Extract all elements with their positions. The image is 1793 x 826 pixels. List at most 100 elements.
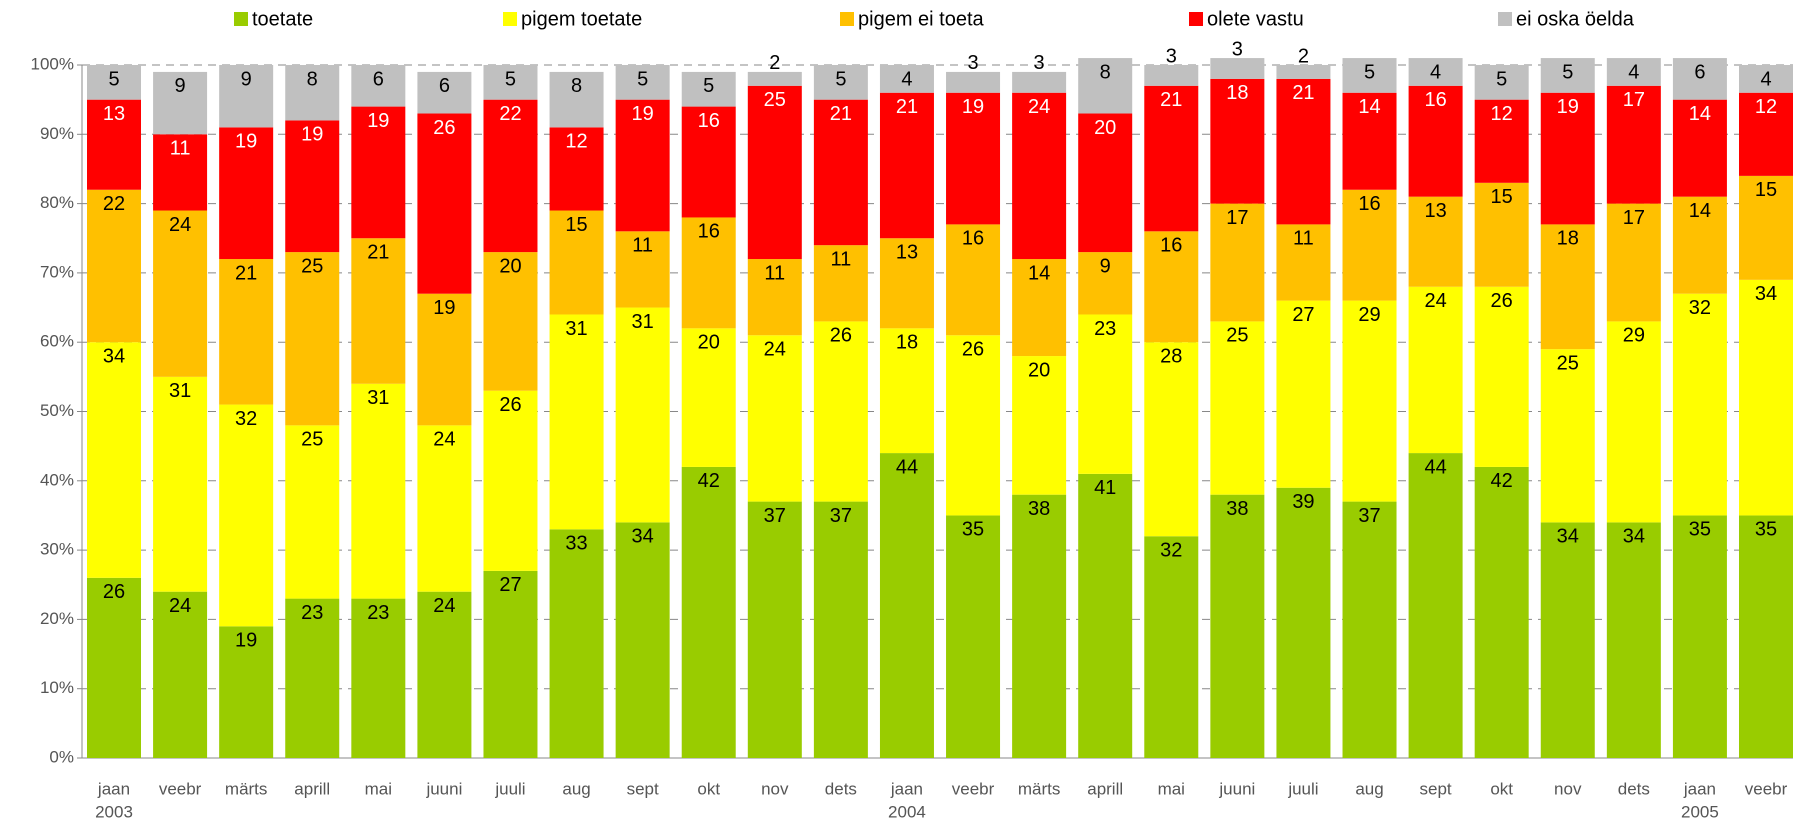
data-label: 4 [1628,61,1639,83]
y-tick-label: 40% [40,470,74,489]
data-label: 20 [1028,359,1050,381]
bar-segment [1540,522,1595,758]
bar-segment [879,92,934,239]
data-label: 12 [565,131,587,153]
bar-segment [1474,99,1529,183]
data-label: 9 [175,75,186,97]
bar-segment [1144,342,1199,537]
data-label: 42 [1491,470,1513,492]
bar-segment [1342,501,1397,758]
data-label: 39 [1292,491,1314,513]
data-label: 26 [499,394,521,416]
x-tick-label: aprill [294,779,330,798]
data-label: 25 [301,255,323,277]
bar-segment [1210,78,1265,204]
data-label: 8 [1100,61,1111,83]
bar-segment [351,598,406,758]
bar-segment [1408,58,1463,86]
bar-segment [1078,473,1133,758]
data-label: 13 [896,242,918,264]
bar-segment [1144,85,1199,232]
bar-segment [285,425,340,599]
data-label: 26 [433,117,455,139]
legend-label: pigem ei toeta [858,8,985,30]
data-label: 16 [1160,235,1182,257]
bar-segment [1144,231,1199,343]
data-label: 16 [962,228,984,250]
data-label: 23 [1094,318,1116,340]
legend-swatch [234,12,248,26]
legend-swatch [503,12,517,26]
data-label: 34 [1623,526,1645,548]
data-label: 34 [632,526,654,548]
data-label: 24 [1028,96,1050,118]
data-label: 35 [1755,519,1777,541]
x-tick-label: juuni [1218,779,1255,798]
bar-segment [946,335,1001,516]
x-tick-label: aug [1355,779,1383,798]
bar-segment [946,224,1001,336]
bar-segment [615,65,670,100]
data-label: 24 [1424,290,1446,312]
bar-segment [417,293,472,426]
data-label: 24 [433,595,455,617]
data-label: 26 [962,339,984,361]
data-label: 6 [439,75,450,97]
bar-segment [285,120,340,253]
bar-segment [219,404,274,627]
data-label: 5 [1496,68,1507,90]
data-label: 11 [764,262,785,284]
bar-segment [1474,286,1529,467]
data-label: 4 [1760,68,1771,90]
x-tick-label: märts [1018,779,1061,798]
data-label: 16 [698,110,720,132]
bar-segment [1210,494,1265,758]
x-tick-label: sept [1420,779,1452,798]
bar-segment [1408,85,1463,197]
data-label: 11 [170,138,191,160]
y-tick-label: 60% [40,332,74,351]
year-label: 2005 [1681,802,1719,821]
data-label: 31 [632,311,654,333]
x-tick-label: dets [825,779,857,798]
bar-segment [1606,522,1661,758]
bar-segment [1012,356,1067,495]
x-tick-label: sept [627,779,659,798]
bar-segment [1276,65,1331,79]
bar-segment [219,259,274,405]
data-label: 18 [1557,228,1579,250]
bar-segment [681,71,736,107]
x-tick-label: jaan [890,779,923,798]
data-label: 3 [1232,38,1243,60]
legend-label: pigem toetate [521,8,642,30]
bar-segment [219,127,274,260]
x-tick-label: mai [1158,779,1185,798]
bar-segment [1342,189,1397,301]
bar-segment [813,99,868,246]
bar-segment [87,189,141,343]
data-label: 37 [1358,505,1380,527]
data-label: 33 [565,533,587,555]
bar-segment [1540,58,1595,93]
data-label: 24 [764,339,786,361]
bar-segment [1739,92,1793,176]
data-label: 6 [1694,61,1705,83]
data-label: 11 [632,235,653,257]
bar-segment [417,71,472,114]
data-label: 31 [565,318,587,340]
bar-segment [1210,203,1265,322]
bar-segment [483,252,538,391]
data-label: 21 [1292,82,1314,104]
bar-segment [1540,349,1595,523]
data-label: 19 [962,96,984,118]
bar-segment [1012,71,1067,93]
bar-segment [747,501,802,758]
bar-segment [747,259,802,336]
bar-segment [1606,321,1661,523]
data-label: 19 [235,630,257,652]
data-label: 6 [373,68,384,90]
bar-segment [219,626,274,758]
data-label: 16 [698,221,720,243]
y-tick-label: 70% [40,262,74,281]
